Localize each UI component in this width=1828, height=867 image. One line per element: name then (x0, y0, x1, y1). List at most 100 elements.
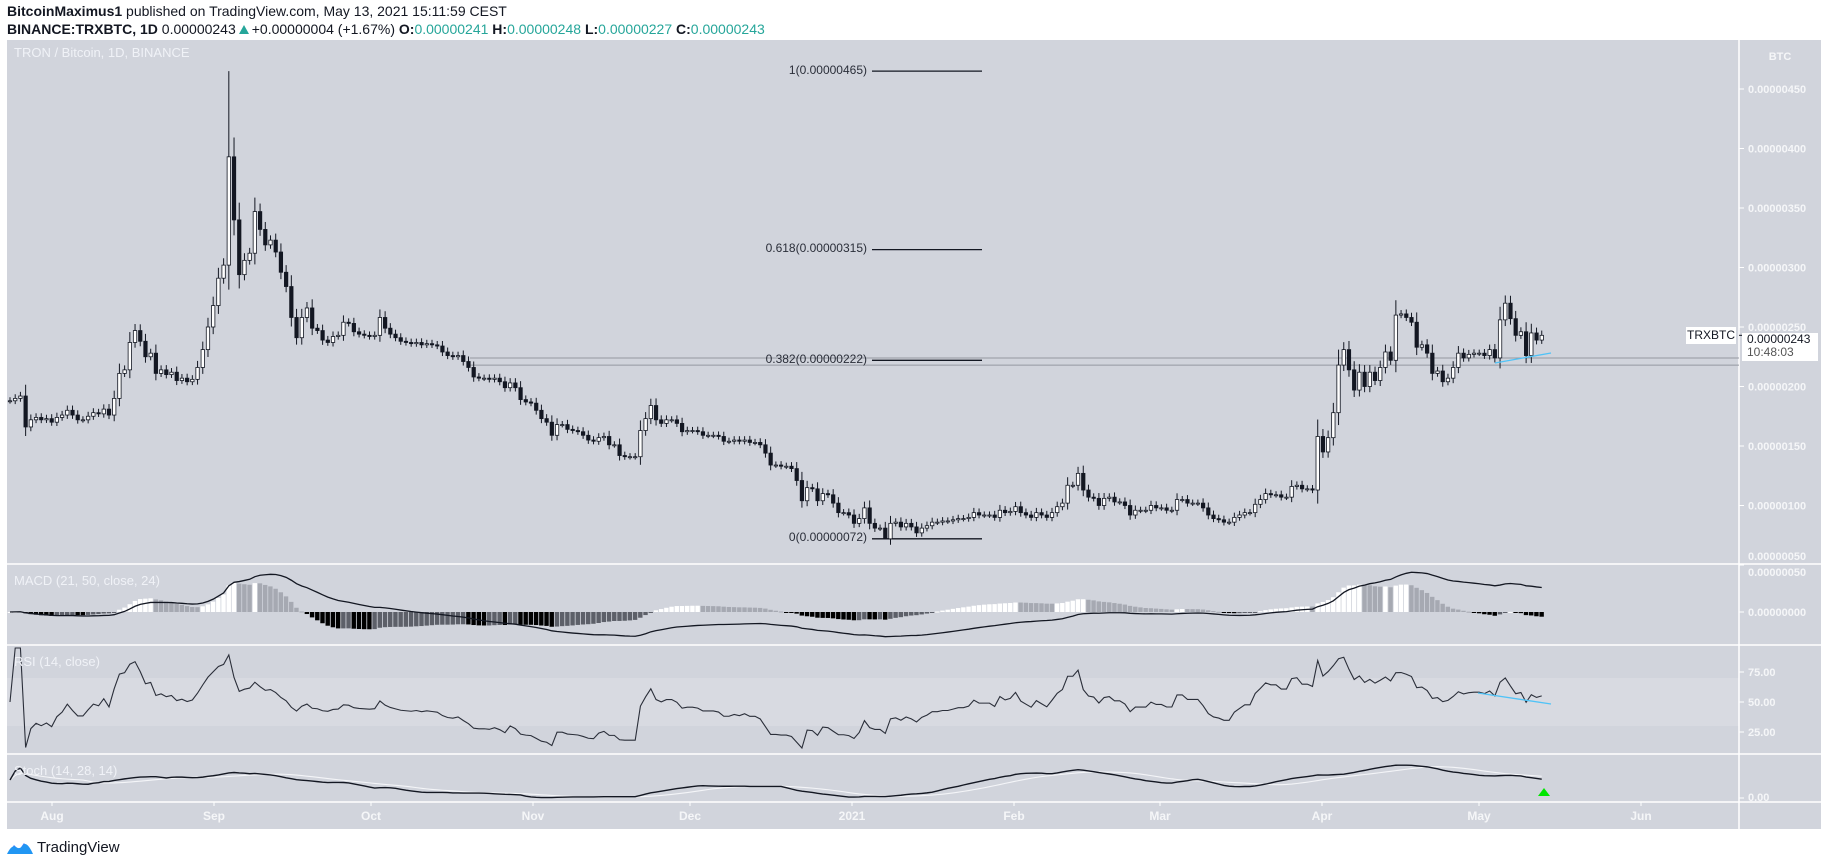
candle (200, 341, 205, 374)
macd-histogram-bar (1268, 609, 1273, 612)
candle (648, 398, 653, 425)
candle-body (1122, 501, 1128, 506)
candle (794, 462, 799, 486)
candle (471, 361, 476, 382)
candle (1221, 515, 1227, 526)
candle-body (591, 439, 596, 442)
macd-histogram-bar (304, 612, 310, 615)
candle-body (164, 369, 169, 375)
macd-histogram-bar (372, 612, 377, 630)
candle (445, 347, 450, 360)
candle-body (528, 401, 534, 404)
candle-body (1091, 496, 1096, 499)
candle-body (1185, 499, 1190, 504)
candle (1513, 310, 1518, 342)
price-change: +0.00000004 (+1.67%) (251, 21, 395, 37)
candle (617, 438, 622, 461)
candle (898, 517, 904, 531)
candle-body (49, 418, 54, 423)
candle (1352, 361, 1357, 397)
candle-body (148, 352, 153, 358)
candle-body (1102, 497, 1107, 506)
candle-body (257, 211, 263, 230)
candle (289, 275, 294, 327)
macd-histogram-bar (1482, 612, 1487, 615)
candle-body (18, 395, 23, 399)
macd-histogram-bar (867, 612, 872, 620)
candle (424, 339, 429, 348)
candle (75, 410, 80, 424)
candle (476, 373, 482, 382)
candle (1414, 312, 1419, 356)
candle (1008, 507, 1013, 516)
candle (1195, 499, 1200, 506)
candle-body (909, 522, 914, 528)
macd-histogram-bar (367, 612, 372, 630)
candle-body (1164, 507, 1169, 511)
author-name[interactable]: BitcoinMaximus1 (7, 3, 123, 19)
candle-body (325, 339, 330, 343)
macd-histogram-bar (1013, 602, 1018, 612)
candle-body (607, 436, 612, 446)
macd-histogram-bar (570, 612, 575, 626)
macd-histogram-bar (1341, 587, 1346, 612)
candle-body (1169, 509, 1174, 512)
candle (1294, 481, 1299, 490)
candle (174, 366, 179, 386)
macd-histogram-bar (1179, 609, 1185, 612)
tradingview-logo[interactable]: TradingView (7, 839, 120, 856)
candle-body (341, 321, 346, 336)
candle-body (1159, 507, 1164, 510)
candle (231, 137, 237, 236)
macd-histogram-bar (1487, 612, 1492, 615)
macd-histogram-bar (810, 612, 815, 617)
candle-body (716, 434, 721, 437)
candle-body (33, 417, 39, 421)
macd-histogram-bar (1471, 612, 1477, 613)
candle (1128, 499, 1133, 520)
candle (591, 436, 596, 445)
candle-body (1268, 493, 1273, 496)
candle-body (706, 434, 711, 437)
candle (1336, 349, 1341, 426)
macd-histogram-bar (804, 612, 810, 617)
macd-histogram-bar (1034, 603, 1039, 612)
macd-histogram-bar (309, 612, 315, 618)
candle-body (508, 382, 513, 389)
macd-histogram-bar (617, 612, 622, 621)
candle (1430, 344, 1435, 381)
candle (502, 376, 508, 392)
candle (1279, 490, 1284, 501)
macd-histogram-bar (705, 606, 711, 612)
candle (101, 404, 106, 418)
macd-histogram-bar (789, 612, 794, 613)
candle-body (1456, 352, 1461, 368)
macd-histogram-bar (1534, 612, 1539, 617)
macd-histogram-bar (935, 611, 940, 613)
candle (466, 356, 471, 372)
candle (86, 411, 91, 424)
candle (768, 446, 773, 471)
macd-histogram-bar (502, 612, 508, 626)
macd-histogram-bar (106, 612, 112, 614)
candle (330, 331, 336, 347)
candle-body (1237, 514, 1242, 518)
candle (341, 315, 346, 341)
macd-histogram-bar (1153, 608, 1159, 612)
candle-body (581, 431, 586, 436)
macd-histogram-bar (85, 612, 91, 615)
macd-histogram-bar (888, 612, 893, 619)
macd-histogram-bar (158, 600, 164, 612)
macd-histogram-bar (1039, 603, 1044, 612)
open-value: 0.00000241 (414, 21, 489, 37)
macd-histogram-bar (476, 612, 481, 626)
candle-body (247, 252, 252, 261)
candle-body (1388, 351, 1393, 361)
candle-body (888, 522, 893, 540)
macd-histogram-bar (273, 588, 278, 612)
macd-histogram-bar (518, 612, 523, 625)
candle (763, 439, 768, 458)
candle-body (872, 522, 877, 529)
candle (1117, 498, 1122, 505)
